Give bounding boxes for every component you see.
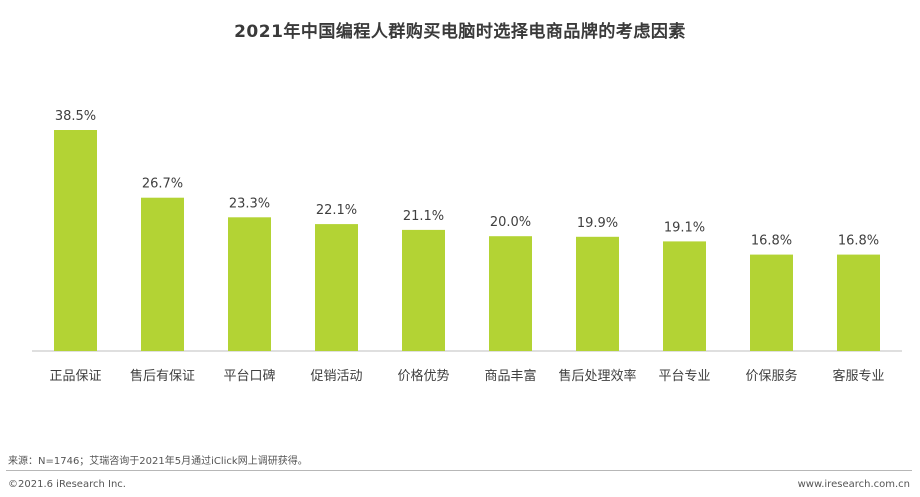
value-label-8: 19.1%: [664, 220, 705, 235]
category-label-1: 正品保证: [49, 369, 101, 384]
value-label-3: 23.3%: [229, 196, 270, 211]
value-label-9: 16.8%: [751, 234, 792, 249]
footer-divider: [6, 470, 912, 471]
category-label-8: 平台专业: [658, 369, 710, 384]
bar-10: [837, 254, 880, 351]
bar-2: [141, 197, 184, 351]
chart-title: 2021年中国编程人群购买电脑时选择电商品牌的考虑因素: [234, 22, 686, 42]
bar-1: [54, 130, 97, 351]
category-label-2: 售后有保证: [130, 368, 195, 384]
bar-chart: 38.5% 正品保证 26.7% 售后有保证 23.3% 平台口碑 22.1% 促销活动 21.…: [32, 109, 902, 384]
bar-9: [750, 254, 793, 351]
value-label-6: 20.0%: [490, 215, 531, 230]
bar-7: [576, 236, 619, 351]
website-link[interactable]: www.iresearch.com.cn: [797, 479, 910, 490]
copyright-text: ©2021.6 iResearch Inc.: [8, 479, 126, 490]
category-label-9: 价保服务: [745, 368, 797, 384]
category-label-3: 平台口碑: [223, 368, 275, 384]
value-label-1: 38.5%: [55, 109, 96, 124]
value-label-10: 16.8%: [838, 234, 879, 249]
bar-3: [228, 217, 271, 351]
category-label-7: 售后处理效率: [558, 368, 636, 384]
bar-8: [663, 241, 706, 351]
bar-5: [402, 229, 445, 351]
category-label-5: 价格优势: [397, 368, 449, 384]
value-label-7: 19.9%: [577, 216, 618, 231]
bar-6: [489, 236, 532, 351]
category-label-10: 客服专业: [832, 368, 884, 384]
value-label-4: 22.1%: [316, 203, 357, 218]
bar-4: [315, 224, 358, 351]
category-label-4: 促销活动: [310, 369, 362, 384]
category-label-6: 商品丰富: [484, 368, 536, 384]
source-note: 来源：N=1746；艾瑞咨询于2021年5月通过iClick网上调研获得。: [8, 456, 308, 467]
value-label-2: 26.7%: [142, 177, 183, 192]
value-label-5: 21.1%: [403, 209, 444, 224]
